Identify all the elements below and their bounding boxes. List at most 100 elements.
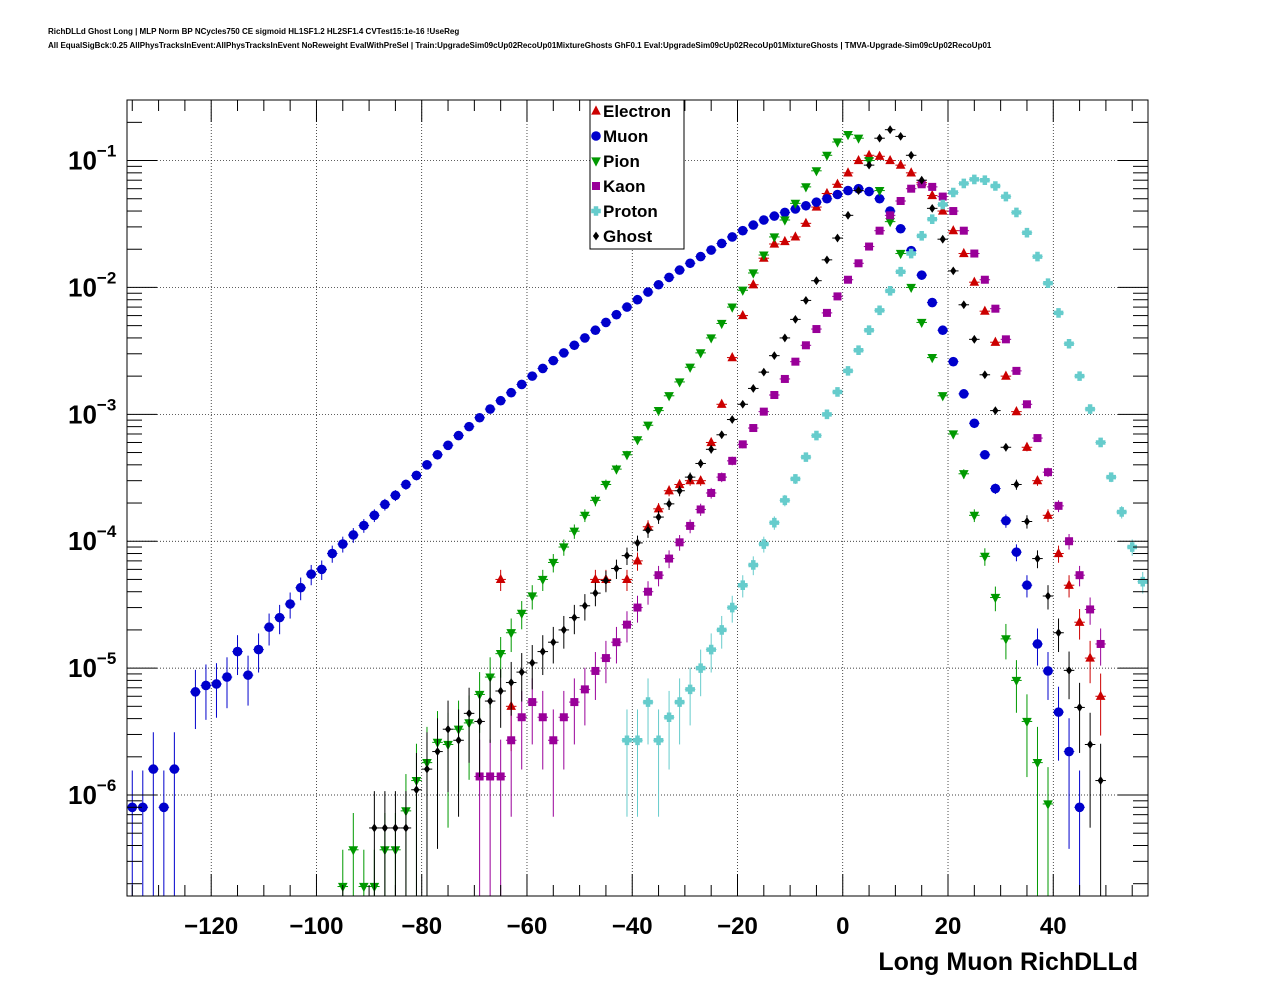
- marker-cross: [1053, 308, 1064, 318]
- data-point: [779, 216, 791, 226]
- data-point: [1042, 585, 1054, 610]
- marker-square: [591, 666, 600, 675]
- data-point: [537, 635, 549, 676]
- data-point: [790, 357, 801, 366]
- marker-cross: [958, 178, 969, 189]
- data-point: [821, 193, 833, 204]
- data-point: [526, 371, 538, 381]
- marker-diamond: [676, 486, 683, 496]
- marker-diamond: [1013, 480, 1020, 489]
- data-point: [758, 367, 770, 377]
- marker-triangle-down: [674, 378, 685, 388]
- data-point: [779, 374, 791, 383]
- data-point: [674, 485, 685, 497]
- marker-triangle-down: [685, 363, 695, 373]
- marker-circle: [674, 265, 685, 275]
- marker-cross: [727, 602, 738, 613]
- y-tick-base: 10: [68, 272, 97, 302]
- data-point: [337, 536, 349, 553]
- data-point: [863, 242, 875, 251]
- marker-cross: [790, 474, 801, 484]
- marker-square: [907, 184, 916, 193]
- data-point: [684, 258, 696, 269]
- data-point: [905, 248, 917, 259]
- data-point: [937, 199, 949, 210]
- marker-circle: [169, 764, 180, 774]
- data-point: [1042, 652, 1054, 700]
- marker-diamond: [844, 210, 852, 220]
- x-tick-label: 40: [1040, 913, 1067, 940]
- marker-circle: [464, 421, 474, 432]
- data-point: [937, 325, 949, 336]
- data-point: [1095, 743, 1106, 896]
- marker-circle: [159, 802, 169, 813]
- legend-marker-circle: [591, 131, 601, 141]
- marker-diamond: [1076, 703, 1083, 712]
- data-point: [621, 709, 633, 817]
- data-point: [769, 391, 780, 400]
- data-point: [853, 345, 864, 356]
- data-point: [979, 175, 991, 185]
- data-point: [705, 245, 717, 255]
- data-point: [916, 175, 927, 185]
- data-point: [948, 187, 959, 198]
- marker-square: [896, 196, 905, 205]
- marker-square: [1033, 434, 1042, 443]
- legend-label: Kaon: [603, 177, 646, 196]
- marker-diamond: [929, 203, 936, 213]
- marker-diamond: [1002, 442, 1009, 452]
- marker-diamond: [392, 823, 399, 833]
- data-point: [1032, 475, 1043, 486]
- marker-triangle-up: [1022, 441, 1032, 451]
- marker-circle: [706, 245, 716, 255]
- marker-triangle-down: [853, 134, 864, 144]
- data-point: [842, 210, 854, 220]
- marker-cross: [1032, 251, 1043, 262]
- data-point: [895, 159, 906, 169]
- marker-cross: [895, 266, 906, 277]
- data-point: [611, 309, 622, 320]
- marker-triangle-down: [885, 218, 895, 228]
- marker-triangle-up: [769, 238, 780, 248]
- marker-circle: [327, 548, 338, 559]
- marker-triangle-up: [885, 154, 895, 165]
- marker-square: [644, 587, 653, 596]
- marker-cross: [969, 174, 980, 185]
- data-point: [874, 305, 885, 316]
- data-point: [695, 459, 706, 469]
- legend-marker-cross: [591, 206, 601, 216]
- data-point: [1000, 191, 1012, 202]
- marker-circle: [790, 204, 801, 214]
- marker-circle: [1022, 580, 1032, 591]
- x-tick-label: −20: [717, 913, 758, 940]
- data-point: [642, 421, 654, 431]
- marker-cross: [811, 430, 822, 441]
- marker-diamond: [444, 724, 452, 734]
- data-point: [979, 275, 991, 284]
- data-point: [600, 479, 612, 491]
- data-point: [663, 498, 675, 511]
- data-point: [937, 205, 949, 215]
- marker-circle: [306, 569, 317, 579]
- marker-cross: [664, 712, 674, 723]
- data-point: [1053, 686, 1064, 761]
- data-point: [548, 709, 559, 817]
- data-point: [1042, 467, 1054, 478]
- marker-triangle-up: [737, 309, 748, 320]
- marker-circle: [643, 287, 653, 297]
- data-point: [632, 436, 643, 446]
- data-point: [505, 618, 517, 653]
- marker-circle: [695, 251, 706, 262]
- data-point: [453, 430, 464, 441]
- data-point: [853, 186, 864, 195]
- axis-layer: −120 −100 −80 −60 −40 −20 0 20 4010−610−510−410−…: [68, 100, 1148, 940]
- marker-diamond: [1023, 517, 1031, 526]
- legend-label: Proton: [603, 202, 658, 221]
- data-point: [958, 226, 970, 235]
- data-point: [569, 604, 580, 635]
- marker-triangle-up: [874, 150, 885, 160]
- data-point: [611, 626, 622, 664]
- data-point: [863, 186, 875, 197]
- marker-square: [812, 325, 821, 334]
- marker-square: [1065, 537, 1074, 546]
